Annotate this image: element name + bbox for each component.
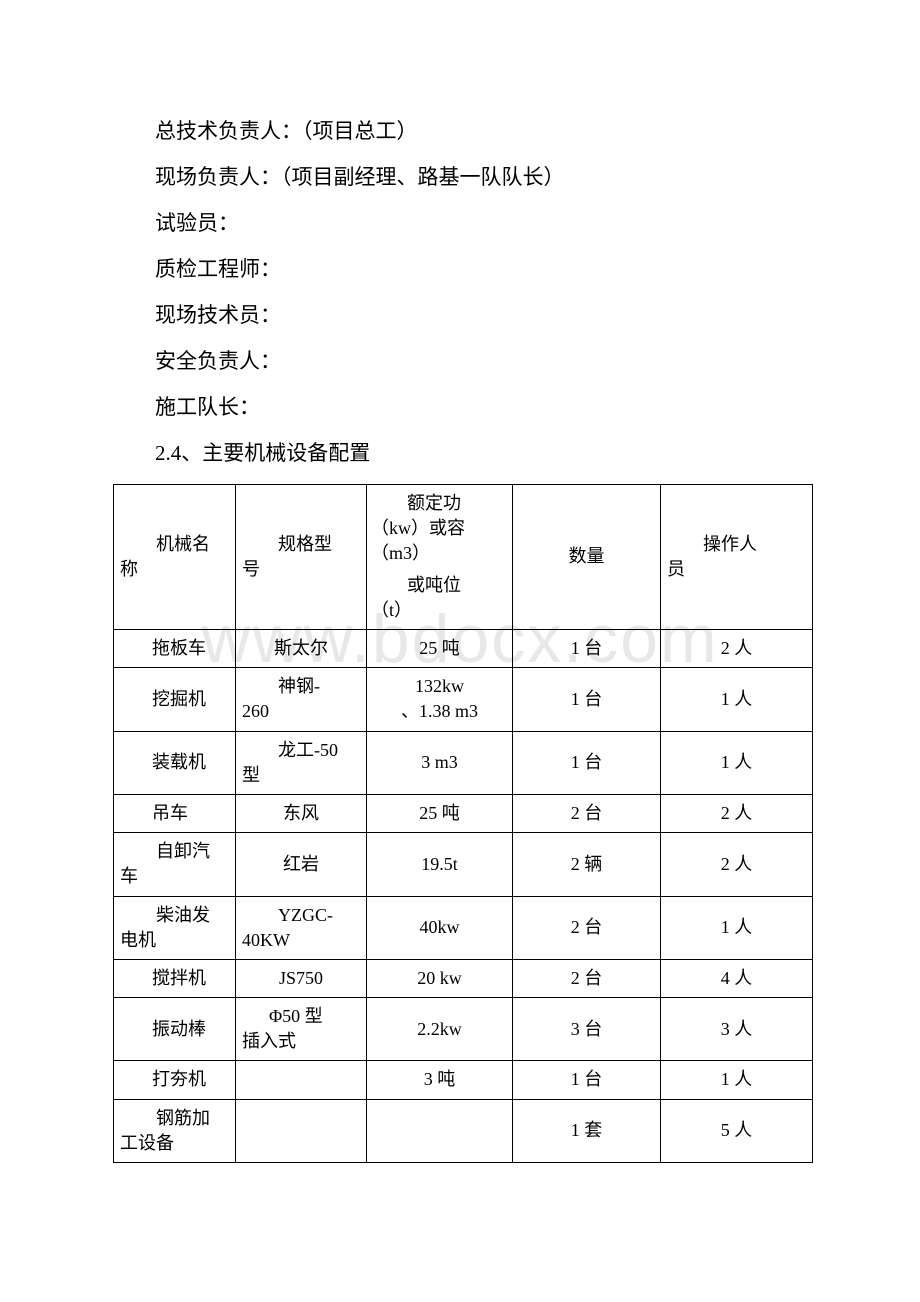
cell-model: JS750 — [236, 959, 367, 997]
cell-operator: 2 人 — [661, 630, 813, 668]
cell-machine-name: 振动棒 — [114, 998, 236, 1061]
cell-operator: 1 人 — [661, 731, 813, 794]
cell-qty: 1 台 — [513, 630, 661, 668]
cell-machine-name: 挖掘机 — [114, 668, 236, 731]
cell-model: YZGC-40KW — [236, 896, 367, 959]
cell-operator: 1 人 — [661, 668, 813, 731]
cell-operator: 2 人 — [661, 833, 813, 896]
cell-machine-name: 钢筋加工设备 — [114, 1099, 236, 1162]
table-row: 钢筋加工设备 1 套5 人 — [114, 1099, 813, 1162]
cell-operator: 1 人 — [661, 1061, 813, 1099]
table-row: 柴油发电机YZGC-40KW40kw2 台1 人 — [114, 896, 813, 959]
cell-operator: 5 人 — [661, 1099, 813, 1162]
personnel-line: 试验员： — [155, 202, 810, 244]
cell-spec: 20 kw — [367, 959, 513, 997]
personnel-line: 总技术负责人：（项目总工） — [155, 110, 810, 152]
cell-qty: 2 台 — [513, 794, 661, 832]
table-row: 吊车东风25 吨2 台2 人 — [114, 794, 813, 832]
cell-model: 斯太尔 — [236, 630, 367, 668]
cell-machine-name: 自卸汽车 — [114, 833, 236, 896]
cell-spec: 40kw — [367, 896, 513, 959]
cell-qty: 1 套 — [513, 1099, 661, 1162]
cell-spec: 3 吨 — [367, 1061, 513, 1099]
equipment-table: 机械名称 规格型号 额定功 （kw）或容 （m3） 或吨位 （t） 数量 操作人… — [113, 484, 813, 1163]
cell-spec: 2.2kw — [367, 998, 513, 1061]
cell-spec: 25 吨 — [367, 794, 513, 832]
cell-machine-name: 打夯机 — [114, 1061, 236, 1099]
document-content: 总技术负责人：（项目总工） 现场负责人：（项目副经理、路基一队队长） 试验员： … — [0, 0, 920, 1163]
cell-model — [236, 1061, 367, 1099]
cell-qty: 2 台 — [513, 896, 661, 959]
table-row: 拖板车斯太尔25 吨1 台2 人 — [114, 630, 813, 668]
cell-machine-name: 搅拌机 — [114, 959, 236, 997]
personnel-line: 施工队长： — [155, 386, 810, 428]
cell-model — [236, 1099, 367, 1162]
cell-spec: 132kw、1.38 m3 — [367, 668, 513, 731]
table-row: 自卸汽车红岩19.5t2 辆2 人 — [114, 833, 813, 896]
cell-model: 龙工-50型 — [236, 731, 367, 794]
cell-spec: 19.5t — [367, 833, 513, 896]
cell-model: 红岩 — [236, 833, 367, 896]
cell-operator: 2 人 — [661, 794, 813, 832]
cell-qty: 1 台 — [513, 668, 661, 731]
table-row: 搅拌机JS75020 kw2 台4 人 — [114, 959, 813, 997]
header-qty: 数量 — [513, 485, 661, 630]
personnel-line: 现场负责人：（项目副经理、路基一队队长） — [155, 156, 810, 198]
table-row: 打夯机 3 吨1 台1 人 — [114, 1061, 813, 1099]
cell-machine-name: 拖板车 — [114, 630, 236, 668]
header-operator: 操作人员 — [661, 485, 813, 630]
equipment-table-container: 机械名称 规格型号 额定功 （kw）或容 （m3） 或吨位 （t） 数量 操作人… — [113, 484, 810, 1163]
personnel-line: 安全负责人： — [155, 340, 810, 382]
table-row: 装载机龙工-50型3 m31 台1 人 — [114, 731, 813, 794]
cell-operator: 4 人 — [661, 959, 813, 997]
cell-qty: 2 辆 — [513, 833, 661, 896]
table-header-row: 机械名称 规格型号 额定功 （kw）或容 （m3） 或吨位 （t） 数量 操作人… — [114, 485, 813, 630]
cell-model: 东风 — [236, 794, 367, 832]
section-title: 2.4、主要机械设备配置 — [155, 432, 810, 474]
cell-qty: 2 台 — [513, 959, 661, 997]
cell-model: 神钢-260 — [236, 668, 367, 731]
cell-machine-name: 装载机 — [114, 731, 236, 794]
cell-qty: 3 台 — [513, 998, 661, 1061]
cell-spec: 25 吨 — [367, 630, 513, 668]
table-row: 挖掘机神钢-260132kw、1.38 m31 台1 人 — [114, 668, 813, 731]
cell-operator: 3 人 — [661, 998, 813, 1061]
cell-machine-name: 柴油发电机 — [114, 896, 236, 959]
cell-machine-name: 吊车 — [114, 794, 236, 832]
cell-spec — [367, 1099, 513, 1162]
cell-qty: 1 台 — [513, 731, 661, 794]
header-machine-name: 机械名称 — [114, 485, 236, 630]
personnel-line: 现场技术员： — [155, 294, 810, 336]
cell-operator: 1 人 — [661, 896, 813, 959]
table-row: 振动棒Φ50 型插入式2.2kw3 台3 人 — [114, 998, 813, 1061]
header-spec: 额定功 （kw）或容 （m3） 或吨位 （t） — [367, 485, 513, 630]
personnel-line: 质检工程师： — [155, 248, 810, 290]
cell-model: Φ50 型插入式 — [236, 998, 367, 1061]
cell-qty: 1 台 — [513, 1061, 661, 1099]
cell-spec: 3 m3 — [367, 731, 513, 794]
header-model: 规格型号 — [236, 485, 367, 630]
